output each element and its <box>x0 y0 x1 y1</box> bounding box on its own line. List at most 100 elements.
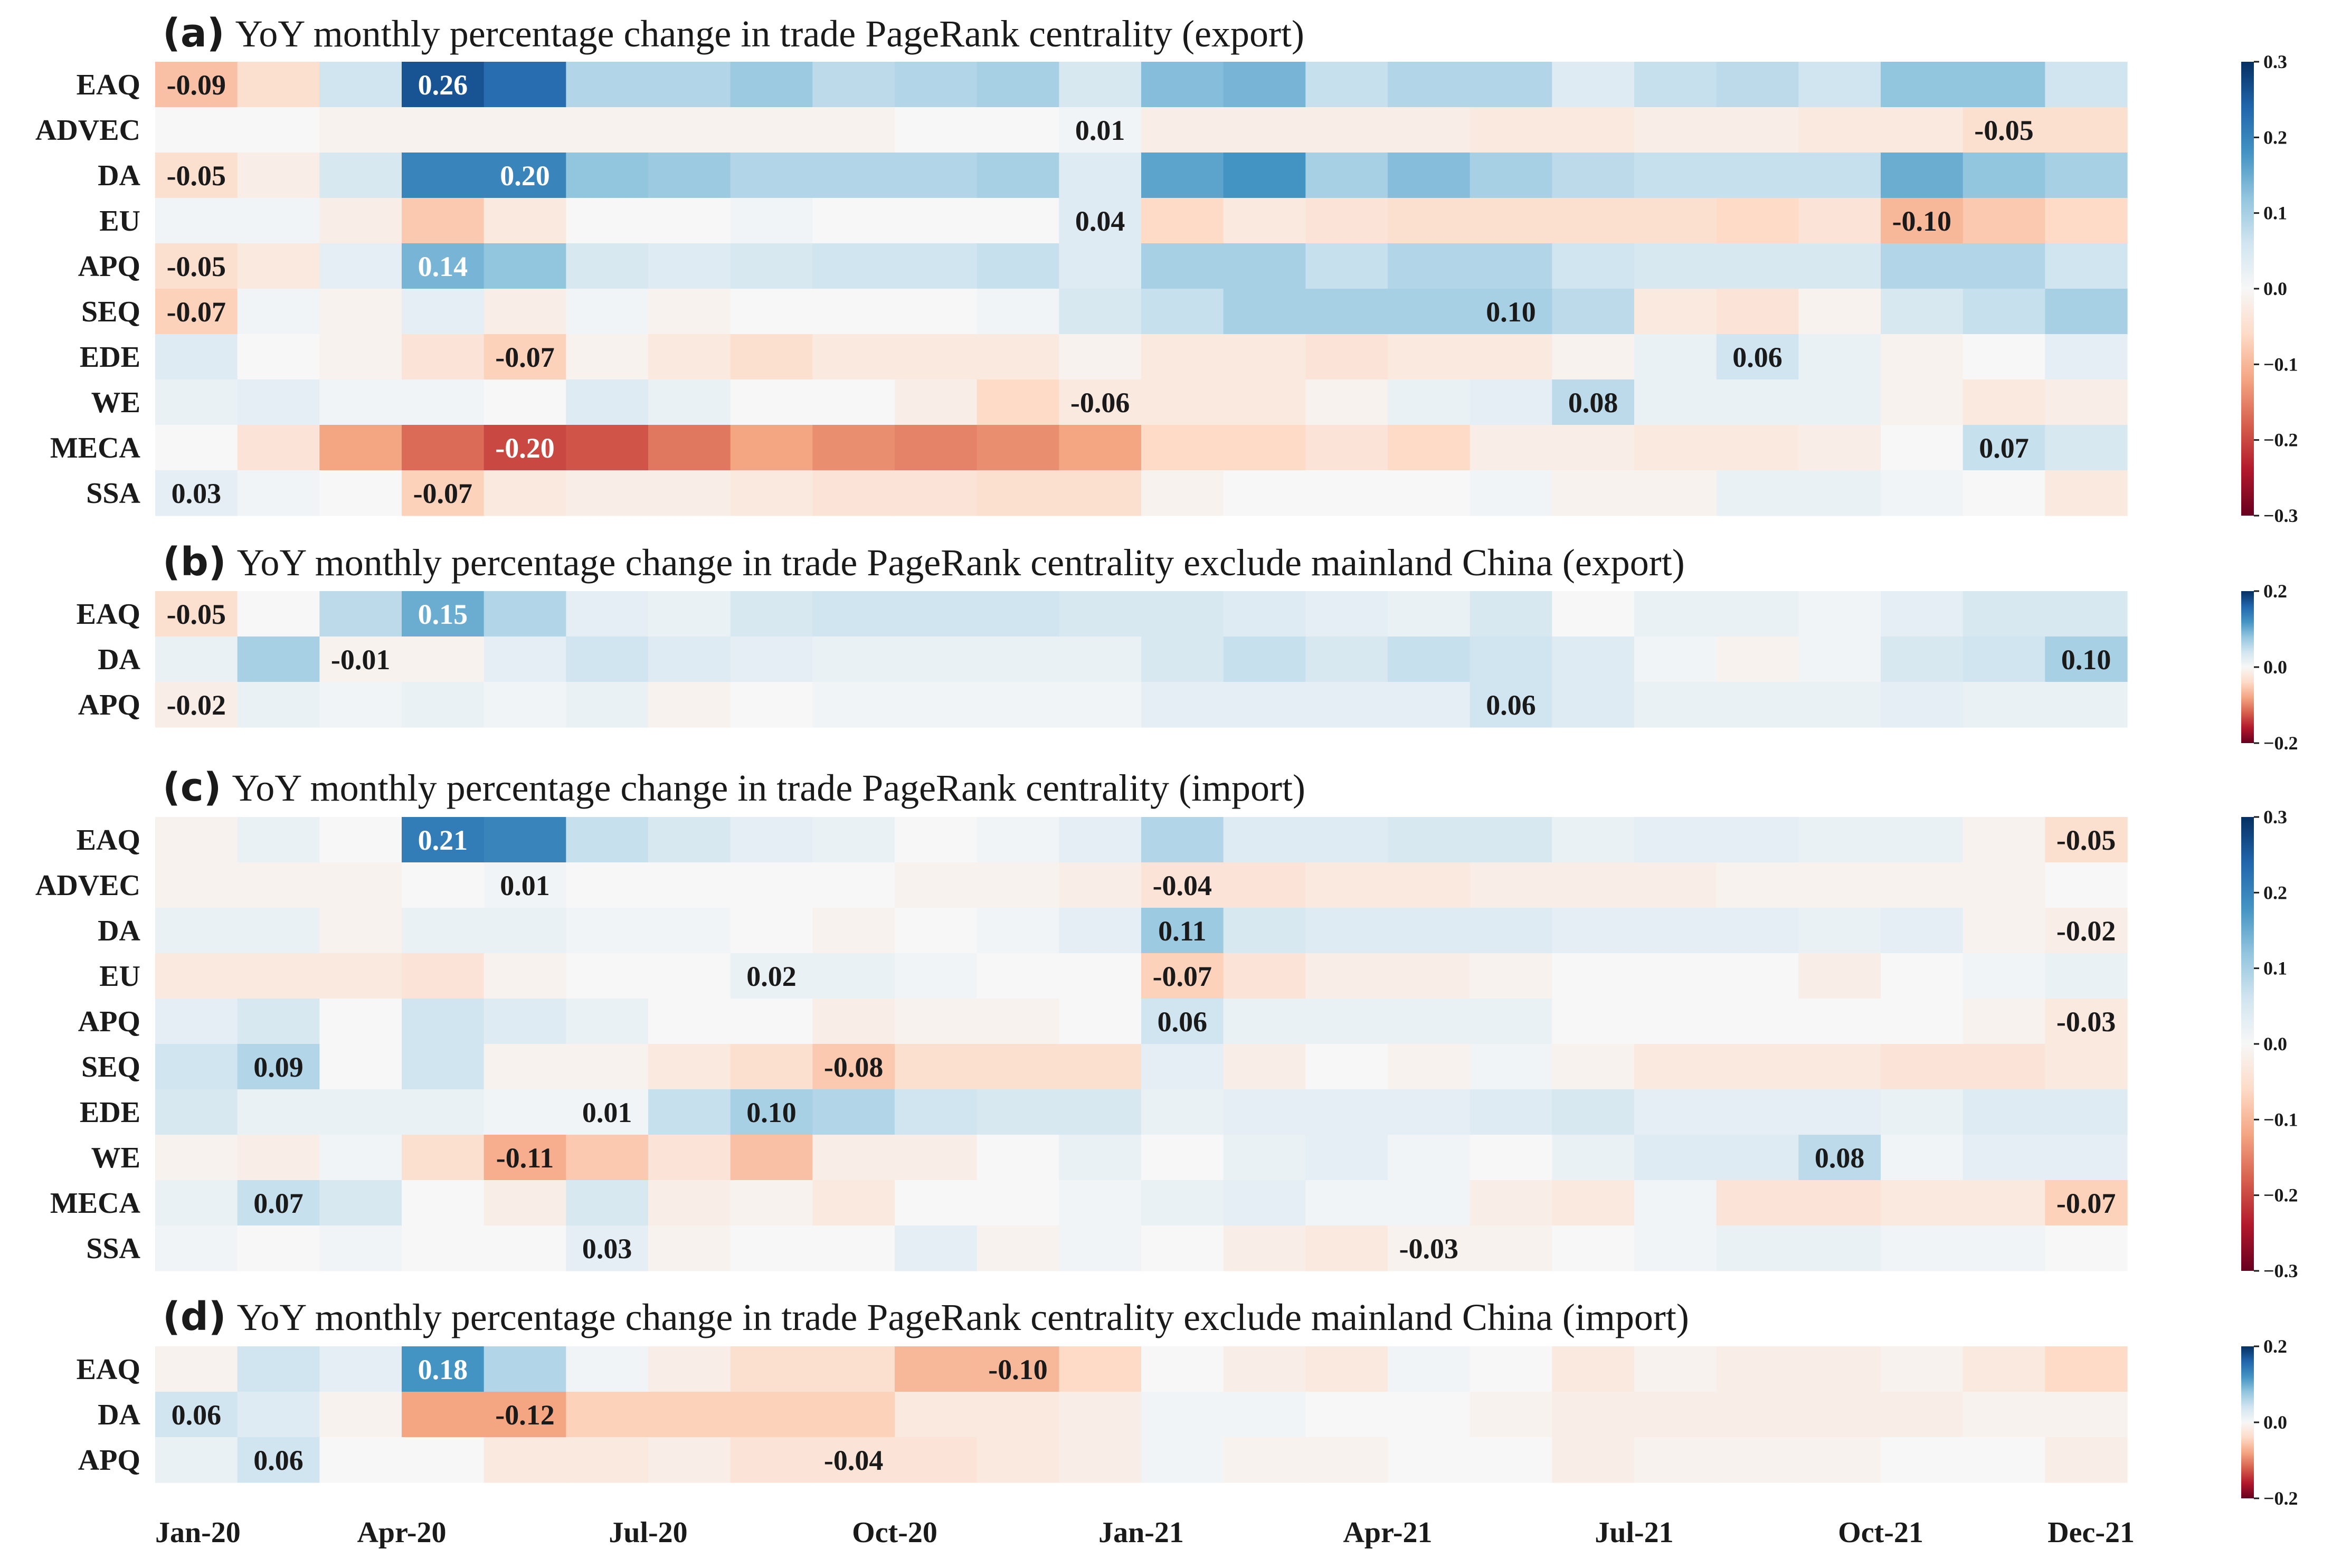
cell-value-label: 0.06 <box>253 1445 304 1476</box>
heatmap-cell <box>730 107 813 153</box>
heatmap-cell <box>648 636 731 682</box>
panel-title-text: YoY monthly percentage change in trade P… <box>232 767 1305 809</box>
heatmap-cell <box>1141 1089 1224 1135</box>
row-label: MECA <box>50 1187 141 1220</box>
heatmap-cell <box>484 1437 566 1483</box>
heatmap-cell <box>319 198 402 244</box>
heatmap-cell <box>730 334 813 380</box>
heatmap-cell <box>1388 425 1471 471</box>
heatmap-cell <box>2045 470 2128 516</box>
heatmap-cell <box>484 379 566 425</box>
colorbar-gradient <box>2241 591 2254 743</box>
heatmap-cell <box>1059 289 1142 335</box>
heatmap-cell <box>319 1392 402 1438</box>
heatmap-cell <box>1059 591 1142 637</box>
heatmap-cell <box>730 243 813 289</box>
heatmap-cell <box>566 470 649 516</box>
heatmap-cell <box>402 1225 485 1271</box>
heatmap-cell <box>2045 107 2128 153</box>
heatmap-cell <box>2045 817 2128 863</box>
heatmap-cell <box>1881 1225 1964 1271</box>
cell-value-label: -0.06 <box>1070 387 1130 419</box>
heatmap-cell <box>730 636 813 682</box>
heatmap-cell <box>1798 817 1881 863</box>
heatmap-cell <box>1470 470 1552 516</box>
heatmap-cell <box>1305 1089 1388 1135</box>
heatmap-cell <box>1798 334 1881 380</box>
cell-value-label: -0.05 <box>1974 115 2033 146</box>
heatmap-cell <box>1223 1180 1306 1226</box>
heatmap-cell <box>1963 1392 2045 1438</box>
heatmap-cell <box>484 62 566 108</box>
heatmap-cell <box>977 682 1059 728</box>
heatmap-cell <box>1881 1437 1964 1483</box>
heatmap-cell <box>1059 1180 1142 1226</box>
heatmap-cell <box>730 470 813 516</box>
heatmap-cell <box>1881 107 1964 153</box>
heatmap-cell <box>1716 953 1799 999</box>
heatmap-cell <box>1552 107 1635 153</box>
heatmap-cell <box>1634 1225 1717 1271</box>
heatmap-cell <box>895 999 978 1044</box>
heatmap-cell <box>812 1346 895 1392</box>
heatmap-cell <box>1634 1135 1717 1181</box>
heatmap-cell <box>1470 908 1552 954</box>
heatmap-cell <box>1716 636 1799 682</box>
heatmap-cell <box>1798 1180 1881 1226</box>
heatmap-cell <box>1798 908 1881 954</box>
heatmap-cell <box>1798 1044 1881 1090</box>
panel-1: (b) YoY monthly percentage change in trad… <box>77 539 2298 754</box>
heatmap-cell <box>237 636 320 682</box>
x-tick-label: Jul-21 <box>1595 1516 1673 1549</box>
heatmap-cell <box>1881 243 1964 289</box>
heatmap-cell <box>1881 591 1964 637</box>
heatmap-cell <box>237 999 320 1044</box>
heatmap-cell <box>1223 243 1306 289</box>
heatmap-cell <box>155 591 238 637</box>
heatmap-cell <box>1388 243 1471 289</box>
heatmap-cell <box>1716 1225 1799 1271</box>
heatmap-cell <box>1552 1089 1635 1135</box>
heatmap-cell <box>237 379 320 425</box>
heatmap-cell <box>1470 379 1552 425</box>
heatmap-cell <box>566 953 649 999</box>
heatmap-cell <box>1881 817 1964 863</box>
heatmap-cell <box>484 1180 566 1226</box>
cell-value-label: -0.02 <box>2056 915 2116 947</box>
heatmap-cell <box>1881 379 1964 425</box>
heatmap-cell <box>566 862 649 908</box>
heatmap-cell <box>1716 425 1799 471</box>
heatmap-cell <box>648 198 731 244</box>
heatmap-cell <box>2045 999 2128 1044</box>
panel-title-text: YoY monthly percentage change in trade P… <box>235 13 1304 55</box>
cell-value-label: 0.06 <box>1158 1006 1208 1038</box>
heatmap-cell <box>1798 1225 1881 1271</box>
heatmap-cell <box>1716 817 1799 863</box>
row-label: EU <box>99 205 140 237</box>
heatmap-cell <box>155 862 238 908</box>
row-label: SSA <box>86 477 140 510</box>
heatmap-cell <box>237 1135 320 1181</box>
heatmap-cell <box>2045 636 2128 682</box>
heatmap-cell <box>155 334 238 380</box>
heatmap-cell <box>977 1346 1059 1392</box>
heatmap-cell <box>977 425 1059 471</box>
heatmap-cell <box>812 1180 895 1226</box>
heatmap-cell <box>1552 1437 1635 1483</box>
heatmap-cell <box>1716 334 1799 380</box>
heatmap-cell <box>730 1437 813 1483</box>
heatmap-cell <box>1963 470 2045 516</box>
cell-value-label: -0.02 <box>167 689 226 721</box>
heatmap-cell <box>2045 682 2128 728</box>
heatmap-cell <box>1716 1437 1799 1483</box>
colorbar-tick-label: 0.0 <box>2263 1412 2287 1433</box>
heatmap-cell <box>1634 470 1717 516</box>
heatmap-cell <box>155 289 238 335</box>
heatmap-cell <box>1388 107 1471 153</box>
heatmap-cell <box>1305 636 1388 682</box>
panel-3: (d) YoY monthly percentage change in trad… <box>77 1294 2298 1509</box>
heatmap-cell <box>1798 1135 1881 1181</box>
cell-value-label: -0.10 <box>1892 205 1951 237</box>
heatmap-cell <box>2045 862 2128 908</box>
heatmap-cell <box>1388 379 1471 425</box>
